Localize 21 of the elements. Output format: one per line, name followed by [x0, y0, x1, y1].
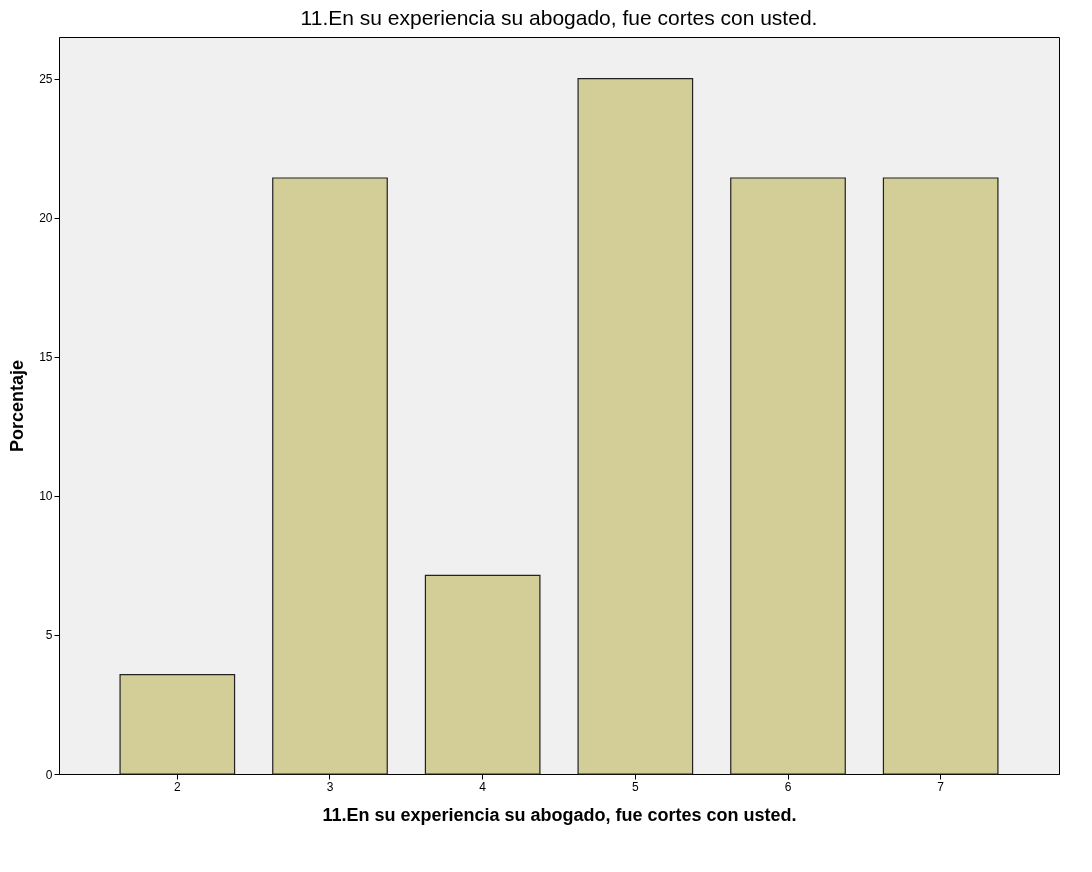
x-axis-title: 11.En su experiencia su abogado, fue cortes con usted. — [322, 804, 797, 825]
y-tick-label: 0 — [45, 767, 53, 782]
x-tick-label: 4 — [479, 779, 487, 794]
x-tick-label: 3 — [326, 779, 334, 794]
bar — [882, 177, 999, 775]
bar — [577, 78, 694, 775]
bar — [119, 674, 236, 775]
y-tick-label: 15 — [39, 350, 53, 365]
y-axis-title: Porcentaje — [7, 359, 28, 453]
chart-title: 11.En su experiencia su abogado, fue cortes con usted. — [300, 6, 818, 29]
y-tick-label: 20 — [39, 211, 53, 226]
bar — [272, 177, 388, 775]
y-tick-label: 25 — [39, 72, 53, 87]
x-tick-label: 7 — [937, 779, 945, 794]
y-tick-label: 5 — [45, 628, 53, 643]
y-tick-label: 10 — [39, 489, 53, 504]
x-tick-label: 6 — [784, 779, 792, 794]
x-tick-label: 5 — [631, 779, 639, 794]
bar — [730, 177, 846, 775]
x-tick-label: 2 — [173, 779, 181, 794]
bar — [424, 574, 541, 775]
